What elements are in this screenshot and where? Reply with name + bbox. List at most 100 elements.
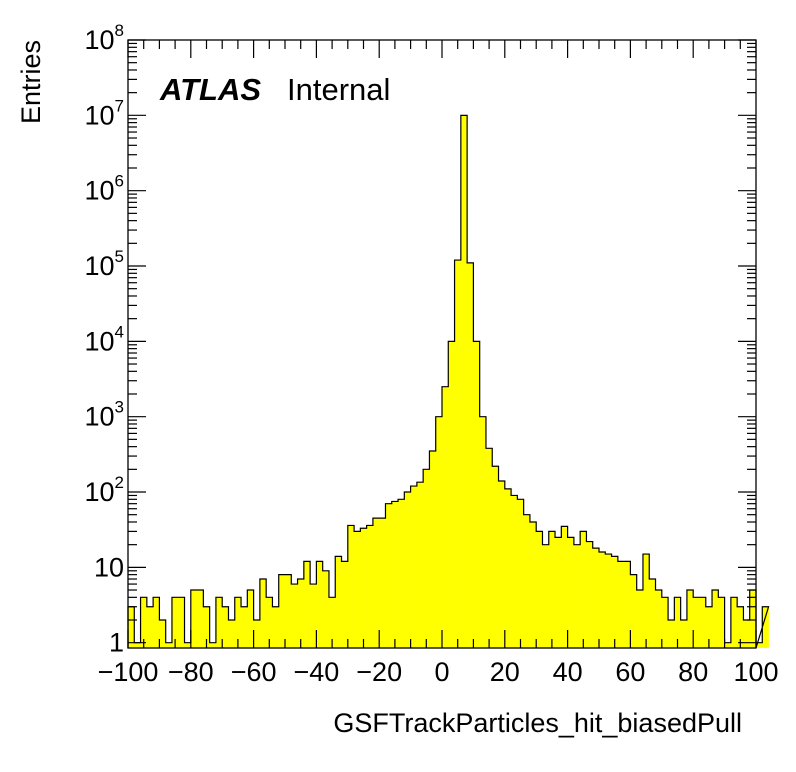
histogram-bin (429, 451, 437, 648)
histogram-bin (228, 620, 236, 648)
histogram-bin (272, 606, 280, 648)
histogram-bin (360, 528, 367, 648)
x-axis-title: GSFTrackParticles_hit_biasedPull (333, 708, 742, 738)
histogram-bin (649, 579, 656, 648)
histogram-bin (297, 579, 305, 648)
histogram-bin (762, 606, 769, 648)
histogram-bin (561, 526, 568, 648)
histogram-bin (542, 544, 550, 648)
internal-label: Internal (287, 72, 390, 107)
histogram-bin (655, 590, 663, 648)
histogram-bin (165, 642, 173, 648)
histogram-bin (661, 597, 669, 648)
histogram-bin (567, 537, 575, 648)
histogram-bin (705, 606, 713, 648)
x-tick-label: 20 (490, 657, 520, 687)
y-tick-label: 107 (84, 96, 124, 130)
histogram-bin (605, 554, 612, 648)
histogram-bin (322, 570, 330, 648)
histogram-bin (190, 590, 198, 648)
plot-frame (127, 39, 757, 649)
y-tick-labels: 1 10 102 103 104 105 106 107 108 (84, 21, 124, 658)
histogram-bin (354, 531, 361, 648)
histogram-bin (435, 416, 443, 648)
histogram-bin (730, 597, 738, 648)
histogram-bin (718, 597, 725, 648)
x-tick-label: −100 (98, 657, 159, 687)
histogram-bin (686, 590, 694, 648)
histogram-bin (680, 620, 688, 648)
histogram-bin (347, 525, 355, 648)
histogram-bin (724, 642, 732, 648)
histogram-bin (178, 597, 185, 648)
histogram-bin (423, 469, 430, 648)
histogram-bin (504, 488, 512, 648)
histogram-bin (479, 416, 487, 648)
histogram-bin (335, 556, 342, 648)
histogram-bin (285, 574, 292, 648)
histogram-bin (215, 597, 223, 648)
y-tick-label: 104 (84, 322, 124, 356)
x-tick-label: −40 (293, 657, 339, 687)
histogram-bin (316, 561, 323, 648)
histogram-bin (448, 341, 455, 648)
histogram-bin (454, 260, 462, 648)
y-tick-label: 108 (84, 21, 124, 55)
x-tick-label: −60 (231, 657, 277, 687)
histogram-bin (416, 482, 424, 648)
histogram-bin (548, 531, 556, 648)
histogram-bin (712, 590, 719, 648)
histogram-bin (310, 584, 317, 648)
histogram-bin (674, 597, 681, 648)
histogram-bin (385, 503, 393, 648)
histogram-bin (492, 466, 499, 648)
histogram-bin (247, 590, 254, 648)
histogram-bin (523, 514, 531, 648)
histogram-bin (134, 642, 141, 648)
histogram-bin (278, 574, 286, 648)
y-tick-label: 10 (94, 552, 124, 582)
histogram-bin (611, 556, 619, 648)
histogram-bin (222, 606, 229, 648)
histogram-bin (473, 341, 480, 648)
x-tick-label: 80 (678, 657, 708, 687)
histogram-bin (485, 448, 493, 648)
histogram-outline (127, 114, 770, 649)
histogram-bars (127, 114, 770, 649)
histogram-bin (379, 518, 386, 648)
x-tick-label: 0 (434, 657, 449, 687)
histogram-bin (159, 620, 166, 648)
histogram-bin (460, 115, 468, 649)
histogram-bin (140, 597, 148, 648)
histogram-bin (410, 486, 418, 648)
histogram-bin (536, 531, 543, 648)
histogram-bin (511, 495, 518, 648)
histogram-bin (253, 620, 261, 648)
x-tick-label: 60 (615, 657, 645, 687)
histogram-bin (756, 642, 763, 648)
histogram-bin (699, 597, 707, 648)
histogram-bin (391, 501, 399, 648)
histogram-bin (642, 554, 650, 648)
histogram-bin (209, 642, 217, 648)
histogram-bin (498, 481, 506, 648)
histogram-bin (372, 518, 380, 648)
histogram-bin (743, 620, 751, 648)
histogram-bin (586, 541, 594, 648)
histogram-bin (636, 590, 644, 648)
atlas-label: ATLAS (159, 72, 261, 107)
histogram-bin (668, 620, 675, 648)
histogram-bin (404, 492, 411, 648)
histogram-bin (291, 584, 298, 648)
x-tick-label: 100 (733, 657, 778, 687)
histogram-bin (693, 597, 700, 648)
histogram-bin (266, 597, 273, 648)
histogram-bin (234, 597, 242, 648)
histogram-bin (259, 579, 267, 648)
y-tick-label: 1 (109, 628, 124, 658)
histogram-bin (197, 590, 204, 648)
histogram-bin (328, 597, 336, 648)
histogram-bin (580, 531, 587, 648)
histogram-bin (517, 499, 524, 648)
x-tick-label: −20 (356, 657, 402, 687)
